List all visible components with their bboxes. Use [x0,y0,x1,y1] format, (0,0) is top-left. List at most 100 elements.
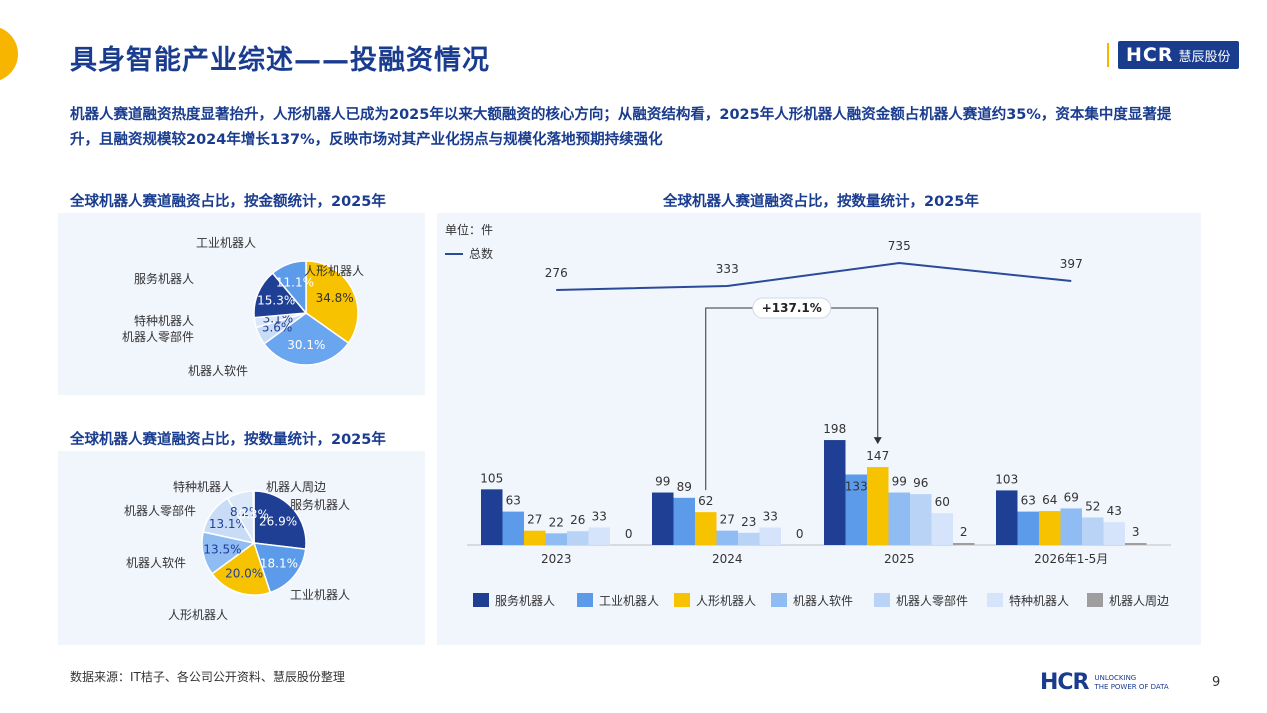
pie-count-slice [252,490,255,544]
bar [1017,511,1039,545]
bar [738,532,760,545]
bar [545,533,567,545]
line-value-label: 397 [1060,257,1083,271]
pie-amount-category-label: 工业机器人 [196,236,256,250]
bar-value-label: 64 [1042,493,1057,507]
legend-swatch [577,593,593,607]
bar [716,530,738,545]
pie-count-value-label: 18.1% [260,556,298,570]
legend-label: 人形机器人 [696,594,756,608]
pie-amount-slice [253,272,308,319]
bar-value-label: 0 [796,527,804,541]
bar [652,492,674,545]
page-number: 9 [1212,675,1221,690]
bar [1060,508,1082,545]
data-source-note: 数据来源：IT桔子、各公司公开资料、慧辰股份整理 [70,670,345,684]
corner-decoration [0,26,18,82]
pie-amount-category-label: 服务机器人 [134,271,194,286]
footer-logo-text: HCR [1040,670,1089,695]
line-value-label: 276 [545,266,568,280]
pie-count-panel: 26.9% 18.1% 20.0% 13.5% 13.1% 8.2% 0.3% 服务机器人 工业… [58,451,425,645]
legend-swatch [874,593,890,607]
bar-value-label: 26 [570,513,585,527]
bar [1082,517,1104,545]
legend-label: 机器人零部件 [896,593,968,608]
line-value-label: 735 [888,239,911,253]
bar [996,490,1018,545]
legend-label: 工业机器人 [599,594,659,608]
pie-amount-value-label: 34.8% [316,291,354,305]
pie-count-value-label: 0.3% [238,507,268,521]
bar-value-label: 96 [913,476,928,490]
legend-label: 服务机器人 [495,593,555,608]
growth-annotation-box [752,297,832,319]
bar-value-label: 60 [935,495,950,509]
pie-count-category-label: 机器人周边 [266,480,326,494]
bar [759,527,781,545]
growth-connector [705,307,879,491]
pie-count-value-label: 26.9% [259,515,297,529]
pie-amount-slice [271,260,307,316]
pie-count-value-label: 13.1% [209,517,247,531]
pie-amount-category-label: 机器人零部件 [122,329,194,344]
bar-value-label: 103 [995,472,1018,486]
pie-count-category-label: 工业机器人 [290,588,350,602]
pie-amount-slice [263,312,350,366]
logo-text: HCR [1126,44,1174,66]
summary-text: 机器人赛道融资热度显著抬升，人形机器人已成为2025年以来大额融资的核心方向；从… [70,107,1172,148]
pie-count-category-label: 人形机器人 [168,608,228,622]
bar [910,494,932,545]
bar-value-label: 147 [866,449,889,463]
pie-amount-category-label: 人形机器人 [304,264,364,278]
pie-count-slice [211,541,272,596]
bar-value-label: 22 [549,515,564,529]
bar-value-label: 33 [763,510,778,524]
bar-value-label: 63 [1021,494,1036,508]
bar [845,474,867,545]
bar-chart-panel: 单位：件 总数 105 99 198 103 63 89 133 63 27 62 147 64 22 27 9… [437,213,1201,645]
pie-amount-value-label: 30.1% [287,338,325,352]
bar-value-label: 69 [1064,490,1079,504]
bar-value-label: 105 [480,471,503,485]
bar-value-label: 27 [527,513,542,527]
category-label: 2026年1-5月 [1034,552,1108,566]
bar [524,530,546,545]
logo-subtext: 慧辰股份 [1178,49,1231,65]
pie-count-slice [253,490,307,550]
bar [673,497,695,545]
bar [953,543,975,545]
bar-value-label: 27 [720,513,735,527]
legend-swatch [987,593,1003,607]
pie-count-title: 全球机器人赛道融资占比，按数量统计，2025年 [70,432,386,448]
bar [1103,522,1125,545]
pie-amount-category-label: 特种机器人 [134,313,194,328]
logo-divider [1107,43,1109,67]
category-label: 2024 [712,552,743,566]
bar [1039,511,1061,545]
footer-tagline-line2: THE POWER OF DATA [1094,682,1169,691]
bar-value-label: 0 [625,527,633,541]
bar-unit-label: 单位：件 [445,222,493,237]
bar-value-label: 52 [1085,499,1100,513]
bar-value-label: 99 [892,475,907,489]
bar [1125,543,1147,545]
bar [824,440,846,545]
pie-amount-slice [305,260,359,345]
bar-value-label: 43 [1107,504,1122,518]
bar [888,492,910,545]
bar-value-label: 23 [741,515,756,529]
pie-amount-chart: 34.8%30.1%5.6%3.1%15.3%11.1%人形机器人机器人软件机器… [122,236,364,378]
bar [588,527,610,545]
pie-count-category-label: 机器人零部件 [124,503,196,518]
category-label: 2025 [884,552,915,566]
pie-amount-value-label: 15.3% [257,294,295,308]
bar [695,512,717,545]
bar-value-label: 62 [698,494,713,508]
page-title: 具身智能产业综述——投融资情况 [70,45,490,76]
pie-count-category-label: 特种机器人 [173,479,233,494]
legend-label: 特种机器人 [1009,593,1069,608]
legend-swatch [674,593,690,607]
bar-value-label: 198 [823,422,846,436]
bar-chart-title: 全球机器人赛道融资占比，按数量统计，2025年 [663,194,979,210]
